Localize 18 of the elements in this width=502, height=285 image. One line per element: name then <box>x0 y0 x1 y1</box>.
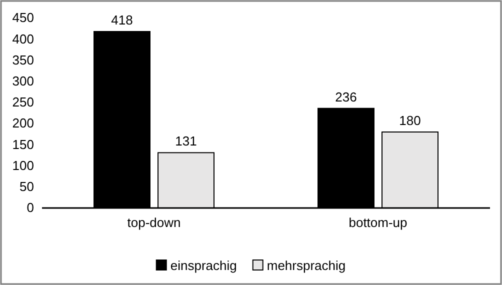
x-tick-label: bottom-up <box>348 215 408 230</box>
y-tick-label: 200 <box>12 116 34 131</box>
y-tick-label: 350 <box>12 52 34 68</box>
data-label: 180 <box>399 113 421 128</box>
y-tick-label: 300 <box>12 73 34 88</box>
y-tick-label: 250 <box>12 94 34 110</box>
y-tick-label: 50 <box>20 179 34 194</box>
y-tick-label: 450 <box>12 10 34 26</box>
y-tick-label: 0 <box>26 200 34 216</box>
y-tick-label: 150 <box>12 136 34 152</box>
data-label: 131 <box>175 134 197 149</box>
legend-label: einsprachig <box>170 258 237 273</box>
data-label: 236 <box>335 89 357 104</box>
y-tick-label: 100 <box>12 158 34 173</box>
legend-label: mehrsprachig <box>266 258 346 273</box>
x-tick-label: top-down <box>127 215 181 230</box>
data-label: 418 <box>111 12 133 28</box>
y-tick-label: 400 <box>12 31 34 46</box>
